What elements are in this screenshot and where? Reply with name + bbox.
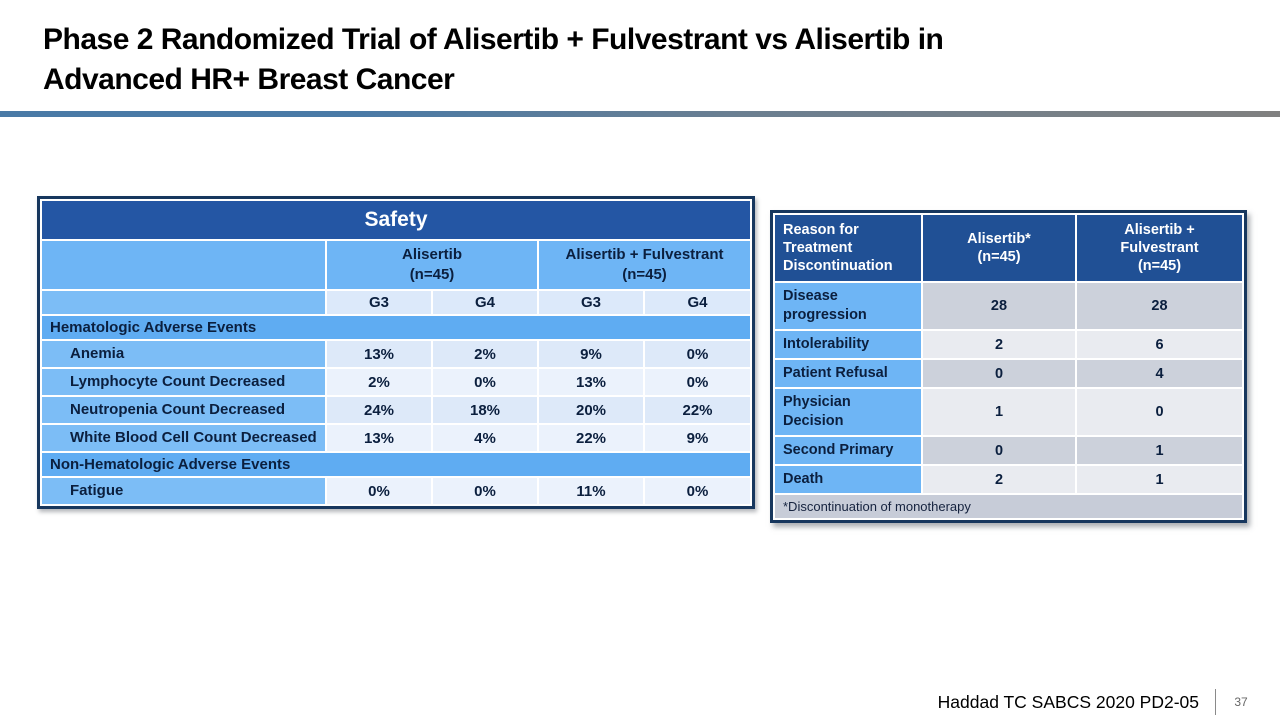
footer-citation: Haddad TC SABCS 2020 PD2-05 <box>937 691 1199 712</box>
table-row: Fatigue 0% 0% 11% 0% <box>42 478 751 504</box>
safety-corner-cell-2 <box>42 291 325 314</box>
safety-table-container: Safety Alisertib (n=45) Alisertib + Fulv… <box>37 196 756 509</box>
safety-cell: 13% <box>539 369 643 395</box>
disc-cell: 2 <box>923 466 1075 493</box>
slide-title: Phase 2 Randomized Trial of Alisertib + … <box>43 20 1193 100</box>
safety-grade-header: G4 <box>433 291 537 314</box>
safety-cell: 13% <box>327 425 431 451</box>
safety-cell: 0% <box>433 369 537 395</box>
disc-cell: 0 <box>923 437 1075 464</box>
disc-header-alisertib-name: Alisertib* <box>967 231 1031 247</box>
table-row: Physician Decision 1 0 <box>775 389 1242 435</box>
page-number: 37 <box>1234 695 1248 709</box>
disc-row-label: Intolerability <box>775 331 921 358</box>
safety-grade-header: G4 <box>645 291 751 314</box>
table-row: Second Primary 0 1 <box>775 437 1242 464</box>
disc-row-label: Patient Refusal <box>775 360 921 387</box>
safety-grade-header: G3 <box>327 291 431 314</box>
safety-cell: 20% <box>539 397 643 423</box>
disc-cell: 1 <box>1077 466 1242 493</box>
disc-footnote: *Discontinuation of monotherapy <box>775 495 1242 518</box>
safety-cell: 13% <box>327 341 431 367</box>
slide-title-line1: Phase 2 Randomized Trial of Alisertib + … <box>43 23 944 56</box>
disc-header-combo-name: Alisertib + Fulvestrant <box>1120 222 1199 256</box>
disc-cell: 28 <box>1077 283 1242 329</box>
safety-colgroup-combo-name: Alisertib + Fulvestrant <box>565 246 724 263</box>
table-row: Death 2 1 <box>775 466 1242 493</box>
disc-row-label: Second Primary <box>775 437 921 464</box>
discontinuation-table-container: Reason for Treatment Discontinuation Ali… <box>770 210 1247 523</box>
disc-header-alisertib: Alisertib* (n=45) <box>923 215 1075 281</box>
safety-section-non-hematologic: Non-Hematologic Adverse Events <box>42 453 751 476</box>
disc-cell: 1 <box>923 389 1075 435</box>
safety-cell: 9% <box>645 425 751 451</box>
disc-cell: 0 <box>923 360 1075 387</box>
slide-footer: Haddad TC SABCS 2020 PD2-05 37 <box>938 689 1254 715</box>
safety-cell: 4% <box>433 425 537 451</box>
safety-cell: 2% <box>433 341 537 367</box>
disc-row-label: Death <box>775 466 921 493</box>
safety-colgroup-alisertib-n: (n=45) <box>409 266 455 283</box>
safety-cell: 18% <box>433 397 537 423</box>
safety-row-label: White Blood Cell Count Decreased <box>42 425 325 451</box>
safety-cell: 0% <box>645 341 751 367</box>
safety-section-hematologic: Hematologic Adverse Events <box>42 316 751 339</box>
discontinuation-table: Reason for Treatment Discontinuation Ali… <box>770 210 1247 523</box>
safety-cell: 11% <box>539 478 643 504</box>
disc-header-combo: Alisertib + Fulvestrant (n=45) <box>1077 215 1242 281</box>
table-row: Disease progression 28 28 <box>775 283 1242 329</box>
safety-corner-cell <box>42 241 325 289</box>
disc-header-alisertib-n: (n=45) <box>977 249 1021 265</box>
disc-header-combo-n: (n=45) <box>1137 258 1182 274</box>
safety-cell: 0% <box>645 478 751 504</box>
safety-cell: 9% <box>539 341 643 367</box>
slide-title-line2: Advanced HR+ Breast Cancer <box>43 63 455 96</box>
safety-colgroup-alisertib-name: Alisertib <box>401 246 462 263</box>
disc-row-label: Disease progression <box>775 283 921 329</box>
safety-grade-header: G3 <box>539 291 643 314</box>
safety-cell: 22% <box>645 397 751 423</box>
safety-cell: 0% <box>645 369 751 395</box>
table-row: Patient Refusal 0 4 <box>775 360 1242 387</box>
footer-divider <box>1215 689 1216 715</box>
disc-cell: 6 <box>1077 331 1242 358</box>
disc-cell: 0 <box>1077 389 1242 435</box>
table-row: Intolerability 2 6 <box>775 331 1242 358</box>
safety-cell: 0% <box>433 478 537 504</box>
title-divider-rule <box>0 111 1280 117</box>
table-row: Lymphocyte Count Decreased 2% 0% 13% 0% <box>42 369 751 395</box>
safety-row-label: Lymphocyte Count Decreased <box>42 369 325 395</box>
safety-colgroup-combo: Alisertib + Fulvestrant (n=45) <box>539 241 751 289</box>
safety-colgroup-alisertib: Alisertib (n=45) <box>327 241 537 289</box>
safety-row-label: Anemia <box>42 341 325 367</box>
safety-cell: 2% <box>327 369 431 395</box>
disc-cell: 2 <box>923 331 1075 358</box>
table-row: Neutropenia Count Decreased 24% 18% 20% … <box>42 397 751 423</box>
disc-header-reason: Reason for Treatment Discontinuation <box>775 215 921 281</box>
disc-cell: 4 <box>1077 360 1242 387</box>
safety-cell: 0% <box>327 478 431 504</box>
disc-cell: 1 <box>1077 437 1242 464</box>
safety-cell: 24% <box>327 397 431 423</box>
safety-table: Safety Alisertib (n=45) Alisertib + Fulv… <box>37 196 756 509</box>
table-row: White Blood Cell Count Decreased 13% 4% … <box>42 425 751 451</box>
disc-cell: 28 <box>923 283 1075 329</box>
safety-table-title: Safety <box>42 201 751 239</box>
safety-colgroup-combo-n: (n=45) <box>622 266 667 283</box>
table-row: Anemia 13% 2% 9% 0% <box>42 341 751 367</box>
safety-row-label: Fatigue <box>42 478 325 504</box>
disc-row-label: Physician Decision <box>775 389 921 435</box>
safety-row-label: Neutropenia Count Decreased <box>42 397 325 423</box>
safety-cell: 22% <box>539 425 643 451</box>
